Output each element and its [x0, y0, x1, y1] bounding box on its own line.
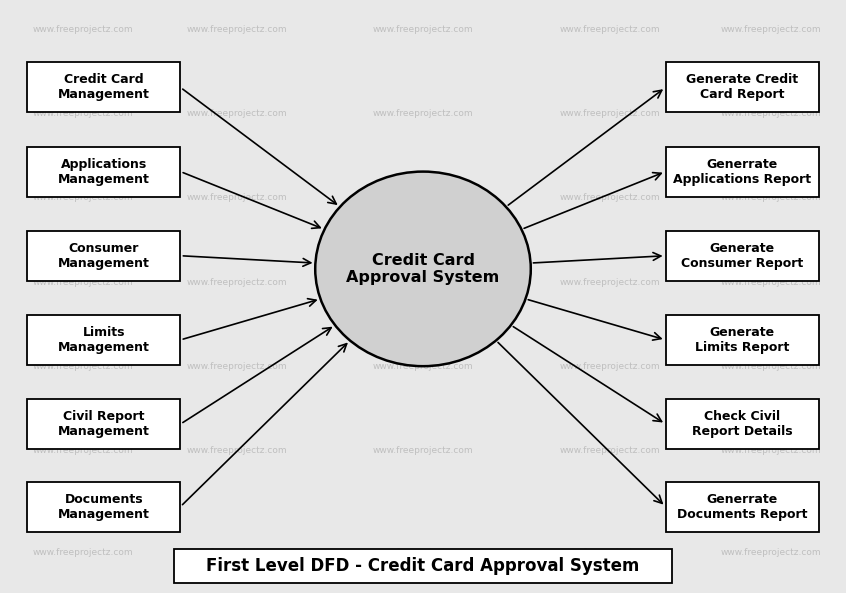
FancyBboxPatch shape: [27, 482, 180, 531]
Text: www.freeprojectz.com: www.freeprojectz.com: [33, 193, 134, 202]
Text: First Level DFD - Credit Card Approval System: First Level DFD - Credit Card Approval S…: [206, 557, 640, 575]
Ellipse shape: [316, 171, 530, 366]
Text: Generate Credit
Card Report: Generate Credit Card Report: [686, 74, 799, 101]
Text: www.freeprojectz.com: www.freeprojectz.com: [721, 109, 821, 118]
Text: Generate
Consumer Report: Generate Consumer Report: [681, 242, 804, 270]
Text: www.freeprojectz.com: www.freeprojectz.com: [721, 25, 821, 34]
Text: www.freeprojectz.com: www.freeprojectz.com: [721, 446, 821, 455]
Text: www.freeprojectz.com: www.freeprojectz.com: [33, 362, 134, 371]
Text: www.freeprojectz.com: www.freeprojectz.com: [373, 278, 473, 286]
Text: www.freeprojectz.com: www.freeprojectz.com: [373, 193, 473, 202]
Text: www.freeprojectz.com: www.freeprojectz.com: [33, 446, 134, 455]
Text: www.freeprojectz.com: www.freeprojectz.com: [186, 109, 287, 118]
Text: www.freeprojectz.com: www.freeprojectz.com: [721, 193, 821, 202]
Text: Generate
Limits Report: Generate Limits Report: [695, 326, 789, 354]
Text: www.freeprojectz.com: www.freeprojectz.com: [559, 446, 660, 455]
Text: www.freeprojectz.com: www.freeprojectz.com: [373, 25, 473, 34]
FancyBboxPatch shape: [666, 62, 819, 113]
Text: Credit Card
Approval System: Credit Card Approval System: [346, 253, 500, 285]
Text: www.freeprojectz.com: www.freeprojectz.com: [373, 446, 473, 455]
Text: www.freeprojectz.com: www.freeprojectz.com: [559, 193, 660, 202]
Text: Generrate
Applications Report: Generrate Applications Report: [673, 158, 811, 186]
FancyBboxPatch shape: [27, 62, 180, 113]
Text: www.freeprojectz.com: www.freeprojectz.com: [559, 549, 660, 557]
Text: www.freeprojectz.com: www.freeprojectz.com: [721, 278, 821, 286]
FancyBboxPatch shape: [666, 315, 819, 365]
Text: www.freeprojectz.com: www.freeprojectz.com: [186, 549, 287, 557]
Text: Applications
Management: Applications Management: [58, 158, 150, 186]
FancyBboxPatch shape: [666, 231, 819, 280]
Text: www.freeprojectz.com: www.freeprojectz.com: [33, 278, 134, 286]
FancyBboxPatch shape: [27, 231, 180, 280]
Text: www.freeprojectz.com: www.freeprojectz.com: [186, 362, 287, 371]
FancyBboxPatch shape: [174, 549, 672, 583]
Text: Generrate
Documents Report: Generrate Documents Report: [677, 493, 807, 521]
Text: www.freeprojectz.com: www.freeprojectz.com: [373, 549, 473, 557]
Text: Check Civil
Report Details: Check Civil Report Details: [692, 410, 793, 438]
Text: Civil Report
Management: Civil Report Management: [58, 410, 150, 438]
Text: www.freeprojectz.com: www.freeprojectz.com: [721, 362, 821, 371]
Text: www.freeprojectz.com: www.freeprojectz.com: [559, 25, 660, 34]
Text: www.freeprojectz.com: www.freeprojectz.com: [373, 109, 473, 118]
FancyBboxPatch shape: [27, 146, 180, 196]
FancyBboxPatch shape: [666, 482, 819, 531]
Text: www.freeprojectz.com: www.freeprojectz.com: [559, 278, 660, 286]
Text: Credit Card
Management: Credit Card Management: [58, 74, 150, 101]
Text: www.freeprojectz.com: www.freeprojectz.com: [721, 549, 821, 557]
Text: www.freeprojectz.com: www.freeprojectz.com: [33, 109, 134, 118]
Text: www.freeprojectz.com: www.freeprojectz.com: [186, 25, 287, 34]
Text: www.freeprojectz.com: www.freeprojectz.com: [186, 446, 287, 455]
FancyBboxPatch shape: [27, 315, 180, 365]
Text: www.freeprojectz.com: www.freeprojectz.com: [186, 193, 287, 202]
Text: www.freeprojectz.com: www.freeprojectz.com: [559, 109, 660, 118]
Text: Documents
Management: Documents Management: [58, 493, 150, 521]
Text: www.freeprojectz.com: www.freeprojectz.com: [33, 549, 134, 557]
FancyBboxPatch shape: [666, 146, 819, 196]
Text: www.freeprojectz.com: www.freeprojectz.com: [33, 25, 134, 34]
Text: Consumer
Management: Consumer Management: [58, 242, 150, 270]
FancyBboxPatch shape: [666, 399, 819, 449]
Text: www.freeprojectz.com: www.freeprojectz.com: [373, 362, 473, 371]
FancyBboxPatch shape: [27, 399, 180, 449]
Text: www.freeprojectz.com: www.freeprojectz.com: [559, 362, 660, 371]
Text: www.freeprojectz.com: www.freeprojectz.com: [186, 278, 287, 286]
Text: Limits
Management: Limits Management: [58, 326, 150, 354]
